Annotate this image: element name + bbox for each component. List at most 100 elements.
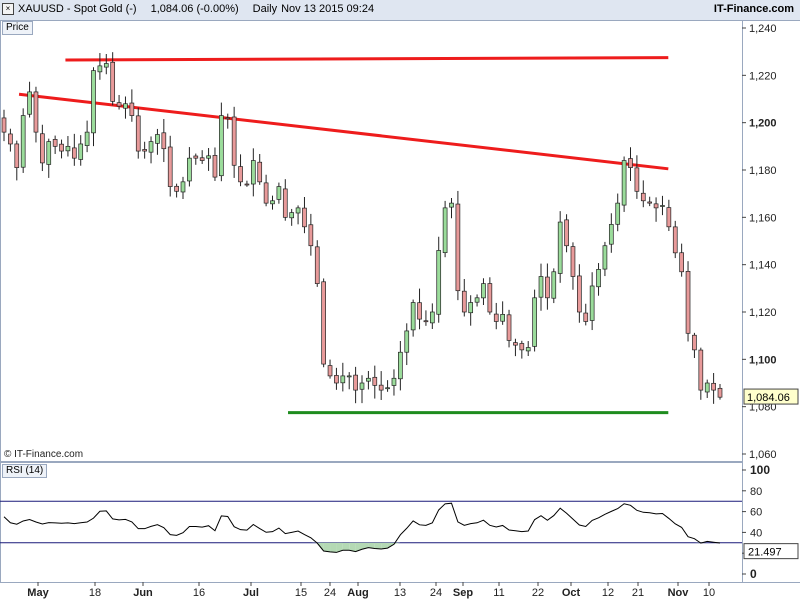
bear-candle	[334, 375, 339, 384]
bear-candle	[244, 183, 250, 186]
bear-candle	[231, 116, 237, 166]
bear-candle	[717, 387, 723, 398]
rsi-oversold-area	[368, 542, 375, 549]
rsi-tick-label: 60	[750, 507, 762, 519]
rsi-tick-label: 100	[750, 463, 770, 477]
last-price-box	[743, 388, 799, 405]
bear-candle	[302, 207, 307, 228]
price-tick-label: 1,080	[749, 402, 777, 414]
price-tick-label: 1,120	[749, 307, 777, 319]
bull-candle	[20, 115, 26, 168]
time-tick-label: Sep	[453, 587, 473, 599]
bull-candle	[270, 200, 275, 205]
time-tick-label: Jul	[243, 587, 259, 599]
bear-candle	[14, 143, 20, 168]
bear-candle	[692, 334, 697, 351]
bull-candle	[219, 115, 224, 177]
bear-candle	[711, 382, 716, 391]
bull-candle	[538, 276, 544, 298]
rsi-panel	[0, 462, 743, 583]
bull-candle	[481, 283, 486, 299]
bull-candle	[289, 212, 295, 219]
bull-candle	[660, 205, 665, 207]
last-price-text: 1,084.06 (-0.00%)	[150, 3, 239, 15]
bear-candle	[212, 155, 218, 178]
bear-candle	[33, 91, 39, 133]
bull-candle	[340, 375, 346, 384]
bear-candle	[653, 203, 659, 209]
bull-candle	[557, 221, 563, 274]
bull-candle	[91, 70, 96, 134]
price-tick-label: 1,180	[749, 165, 777, 177]
bull-candle	[97, 65, 103, 73]
price-tick-label: 1,240	[749, 23, 777, 35]
rsi-oversold-area	[342, 542, 350, 551]
bull-candle	[525, 347, 531, 352]
bear-candle	[1, 117, 7, 133]
bull-candle	[704, 382, 710, 393]
upper-resistance-line	[65, 56, 669, 62]
time-tick-label: 21	[632, 587, 644, 599]
bear-candle	[685, 271, 691, 334]
bear-candle	[129, 102, 135, 116]
bear-candle	[493, 313, 499, 322]
bear-candle	[161, 132, 167, 150]
bear-candle	[193, 155, 199, 159]
price-tick-label: 1,140	[749, 260, 777, 272]
bull-candle	[155, 134, 160, 144]
symbol-title: XAUUSD - Spot Gold (-)	[18, 3, 137, 15]
bull-candle	[398, 351, 403, 380]
rsi-oversold-area	[323, 542, 331, 552]
bear-candle	[71, 147, 77, 159]
bull-candle	[206, 155, 211, 159]
bull-candle	[532, 297, 537, 347]
bull-candle	[621, 160, 627, 206]
time-tick-label: 13	[394, 587, 406, 599]
time-tick-label: 12	[602, 587, 614, 599]
bull-candle	[589, 285, 595, 321]
bear-candle	[417, 302, 422, 320]
time-tick-label: Jun	[133, 587, 153, 599]
bull-candle	[608, 224, 614, 245]
bear-candle	[135, 115, 141, 152]
close-panel-icon[interactable]: ×	[2, 3, 14, 15]
last-price-label: 1,084.06	[747, 392, 790, 404]
bear-candle	[506, 314, 512, 341]
bear-candle	[666, 207, 672, 228]
bull-candle	[615, 202, 621, 225]
period-label: Daily	[252, 3, 278, 15]
bull-candle	[596, 269, 601, 288]
bear-candle	[640, 192, 646, 202]
bull-candle	[429, 311, 435, 324]
bull-candle	[148, 141, 154, 153]
time-tick-label: May	[27, 587, 49, 599]
bull-candle	[449, 202, 454, 208]
bear-candle	[698, 349, 704, 391]
rsi-oversold-area	[349, 542, 356, 552]
time-tick-label: 18	[89, 587, 101, 599]
price-tick-label: 1,060	[749, 449, 777, 461]
bear-candle	[167, 146, 173, 187]
bear-candle	[40, 133, 45, 164]
bull-candle	[78, 143, 84, 160]
bear-candle	[583, 312, 589, 322]
rsi-oversold-area	[393, 542, 401, 545]
bull-candle	[385, 387, 390, 390]
rsi-line	[3, 502, 721, 553]
bull-candle	[551, 271, 557, 299]
rsi-oversold-area	[374, 542, 382, 550]
time-tick-label: 24	[430, 587, 442, 599]
bull-candle	[103, 63, 109, 68]
bear-candle	[487, 283, 493, 313]
bull-candle	[468, 302, 474, 314]
bull-candle	[474, 297, 480, 303]
bull-candle	[404, 330, 410, 353]
time-tick-label: Oct	[562, 587, 581, 599]
bear-candle	[59, 143, 64, 152]
bear-candle	[353, 374, 358, 391]
bull-candle	[410, 302, 416, 331]
bear-candle	[263, 182, 269, 204]
rsi-oversold-area	[330, 542, 337, 553]
bull-candle	[346, 375, 352, 378]
